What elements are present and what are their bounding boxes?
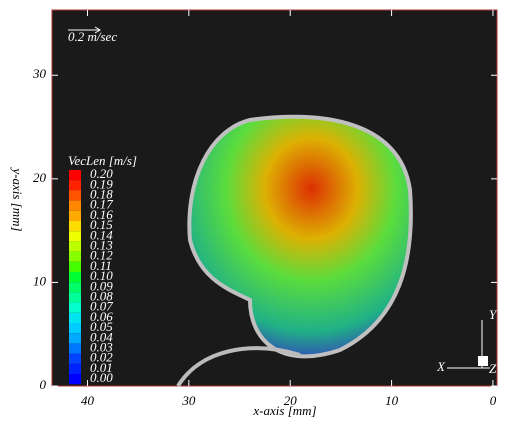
x-tick-label: 30 (181, 393, 196, 408)
x-tick-label: 10 (385, 393, 399, 408)
colorbar-swatch (69, 364, 81, 374)
colorbar-label: 0.00 (90, 370, 113, 385)
colorbar-swatch (69, 292, 81, 302)
y-tick-label: 0 (40, 377, 47, 392)
icon-label: Z (489, 361, 497, 376)
colorbar-swatch (69, 170, 81, 180)
reference-label: 0.2 m/sec (68, 29, 117, 44)
colorbar-swatch (69, 374, 81, 384)
colorbar-swatch (69, 252, 81, 262)
colorbar-swatch (69, 241, 81, 251)
colorbar-swatch (69, 333, 81, 343)
x-tick-label: 20 (284, 393, 298, 408)
icon-z (478, 356, 488, 366)
colorbar-swatch (69, 282, 81, 292)
colorbar-swatch (69, 272, 81, 282)
colorbar-swatch (69, 211, 81, 221)
colorbar-swatch (69, 323, 81, 333)
x-tick-label: 40 (81, 393, 95, 408)
y-axis-label: y-axis [mm] (10, 166, 25, 231)
icon-label: X (436, 359, 446, 374)
x-tick-label: 0 (490, 393, 497, 408)
colorbar-swatch (69, 231, 81, 241)
colorbar-swatch (69, 354, 81, 364)
colorbar-swatch (69, 303, 81, 313)
colorbar-swatch (69, 262, 81, 272)
y-tick-label: 30 (32, 66, 47, 81)
colorbar-swatch (69, 221, 81, 231)
chart: 0.2 m/sec VecLen [m/s] X Y Z x-axis [mm]… (0, 0, 512, 426)
y-tick-label: 10 (33, 273, 47, 288)
y-tick-label: 20 (33, 170, 47, 185)
colorbar-swatch (69, 180, 81, 190)
colorbar-swatch (69, 190, 81, 200)
colorbar-swatch (69, 201, 81, 211)
colorbar-swatch (69, 313, 81, 323)
colorbar-swatch (69, 343, 81, 353)
